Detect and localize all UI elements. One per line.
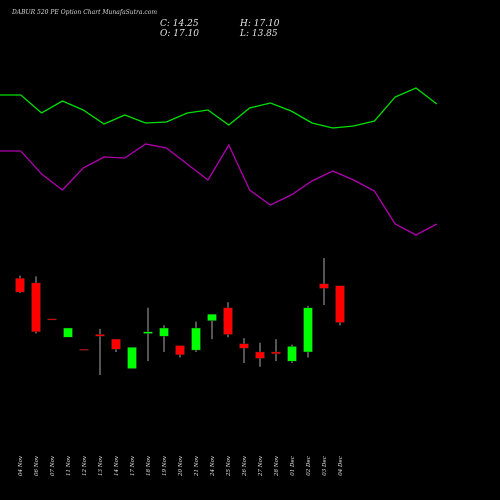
candle-body <box>63 327 73 338</box>
chart-title: DABUR 520 PE Option Chart MunafaSutra.co… <box>12 9 158 16</box>
x-tick-label: 04 Nov <box>18 455 24 476</box>
x-tick-label: 21 Nov <box>194 455 200 477</box>
high-value: H: 17.10 <box>240 19 280 29</box>
candle-body <box>15 278 25 293</box>
open-value: O: 17.10 <box>160 29 200 39</box>
close-value: C: 14.25 <box>160 19 199 29</box>
x-tick-label: 24 Nov <box>210 455 216 477</box>
magenta-indicator-line <box>0 143 438 236</box>
x-tick-label: 04 Dec <box>338 456 344 476</box>
candle-body <box>223 307 233 335</box>
x-tick-label: 25 Nov <box>226 455 232 477</box>
candle-body <box>255 351 265 359</box>
x-tick-label: 13 Nov <box>98 455 104 476</box>
candle-body <box>239 343 249 349</box>
x-tick-label: 02 Dec <box>306 456 312 476</box>
x-tick-label: 07 Nov <box>50 455 56 476</box>
candle-body <box>95 334 105 337</box>
x-tick-label: 03 Dec <box>322 456 328 476</box>
x-tick-label: 14 Nov <box>114 455 120 476</box>
candle-body <box>111 338 121 350</box>
x-tick-label: 06 Nov <box>34 455 40 476</box>
x-tick-label: 11 Nov <box>66 455 72 476</box>
x-tick-label: 20 Nov <box>178 455 184 477</box>
candle-body <box>287 346 297 362</box>
x-tick-label: 01 Dec <box>290 456 296 476</box>
candle-body <box>127 347 137 369</box>
candle-body <box>319 283 329 289</box>
x-tick-label: 17 Nov <box>130 455 136 476</box>
candle-body <box>175 345 185 355</box>
candle-body <box>159 327 169 337</box>
candle-body <box>335 285 345 323</box>
low-value: L: 13.85 <box>240 29 278 39</box>
x-tick-label: 18 Nov <box>146 455 152 476</box>
x-tick-label: 19 Nov <box>162 455 168 476</box>
candle-body <box>271 351 281 355</box>
candles-group <box>15 258 345 375</box>
candle-body <box>31 282 41 332</box>
x-tick-label: 27 Nov <box>258 455 264 477</box>
candle-body <box>207 313 217 321</box>
candle-body <box>303 307 313 353</box>
candle-body <box>191 327 201 351</box>
x-tick-label: 12 Nov <box>82 455 88 476</box>
candle-body <box>79 349 89 351</box>
candle-body <box>47 318 57 321</box>
x-tick-label: 28 Nov <box>274 455 280 477</box>
candle-body <box>143 331 153 334</box>
x-axis-labels: 04 Nov 06 Nov 07 Nov 11 Nov 12 Nov 13 Nov 14 N… <box>18 455 344 477</box>
x-tick-label: 26 Nov <box>242 455 248 477</box>
green-indicator-line <box>0 87 438 129</box>
